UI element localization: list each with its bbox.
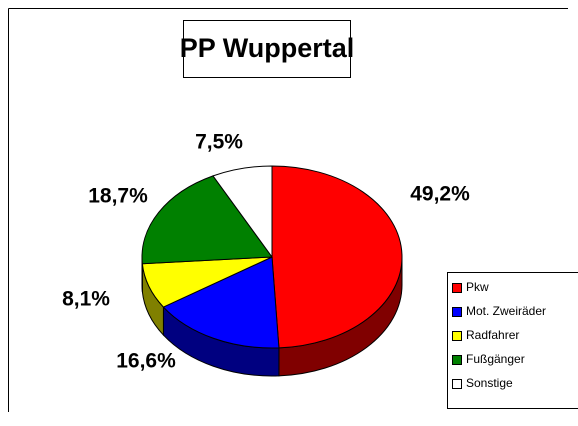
slice [162, 256, 280, 349]
legend-swatch [452, 331, 462, 341]
legend-label: Fußgänger [466, 352, 525, 366]
data-label: 18,7% [88, 185, 148, 208]
data-label: 49,2% [410, 183, 470, 206]
legend-label: Radfahrer [466, 328, 519, 342]
legend-swatch [452, 379, 462, 389]
data-label: 16,6% [116, 350, 176, 373]
slice [271, 165, 403, 349]
data-label: 7,5% [195, 131, 243, 154]
slice [212, 165, 273, 259]
slice [141, 175, 273, 265]
legend-swatch [452, 355, 462, 365]
legend-box [447, 272, 578, 409]
legend-label: Pkw [466, 280, 489, 294]
legend-swatch [452, 307, 462, 317]
legend-label: Mot. Zweiräder [466, 304, 546, 318]
chart-title: PP Wuppertal [180, 33, 355, 63]
legend-swatch [452, 283, 462, 293]
legend-label: Sonstige [466, 376, 513, 390]
data-label: 8,1% [62, 288, 110, 311]
title-box [183, 20, 351, 78]
